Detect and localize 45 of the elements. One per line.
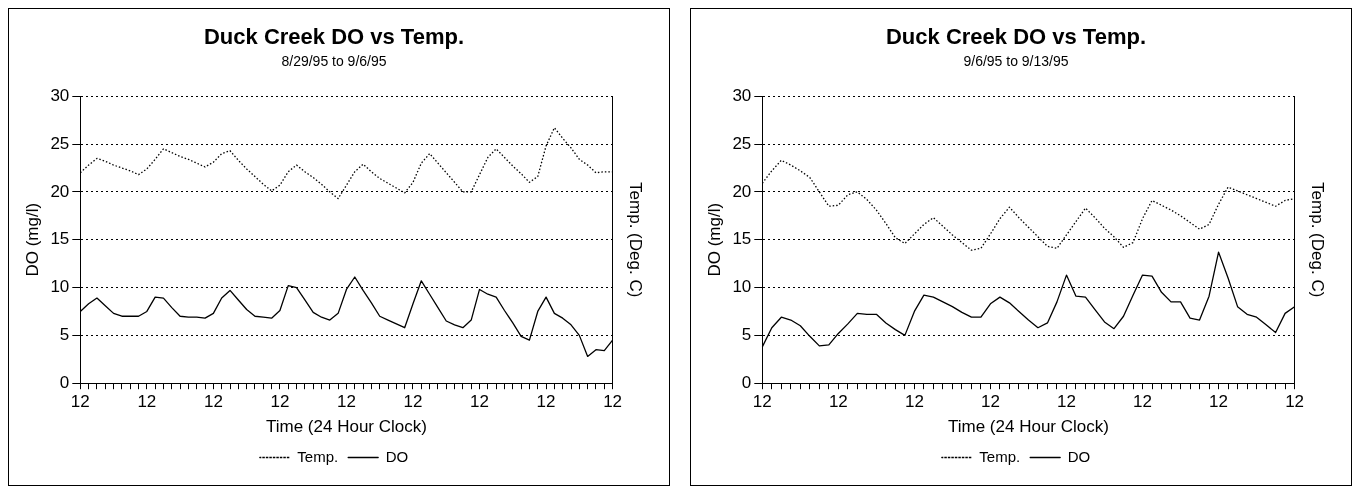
x-tick-label: 12: [270, 392, 290, 412]
x-tick-label: 12: [470, 392, 489, 412]
chart-title: Duck Creek DO vs Temp.: [203, 24, 465, 50]
x-tick-label: 12: [1057, 392, 1076, 412]
x-tick-label: 12: [828, 392, 848, 412]
y-tick-label: 30: [50, 85, 70, 105]
y-tick-label: 30: [732, 85, 752, 105]
y2-axis-title: Temp. (Deg. C): [626, 182, 646, 298]
x-tick-label: 12: [70, 392, 90, 412]
y-tick-label: 0: [59, 372, 70, 392]
x-tick-label: 12: [980, 392, 1000, 412]
x-tick-label: 12: [403, 392, 423, 412]
y-tick-label: 25: [50, 133, 70, 153]
legend-label: DO: [1067, 447, 1091, 465]
y-tick-label: 15: [732, 229, 752, 249]
x-tick-label: 12: [137, 392, 157, 412]
y-axis-title: DO (mg/l): [22, 202, 42, 277]
x-tick-label: 12: [904, 392, 924, 412]
y-tick-label: 10: [50, 277, 70, 297]
x-axis-title: Time (24 Hour Clock): [948, 417, 1109, 437]
y-tick-label: 5: [741, 325, 752, 345]
y-tick-label: 25: [732, 133, 752, 153]
chart-subtitle: 9/6/95 to 9/13/95: [963, 52, 1069, 69]
chart-title: Duck Creek DO vs Temp.: [885, 24, 1147, 50]
chart-subtitle: 8/29/95 to 9/6/95: [281, 52, 387, 69]
x-tick-label: 12: [203, 392, 223, 412]
legend-label: DO: [385, 447, 409, 465]
x-tick-label: 12: [536, 392, 556, 412]
x-tick-label: 12: [1133, 392, 1152, 412]
x-tick-label: 12: [336, 392, 356, 412]
y-tick-label: 20: [732, 181, 752, 201]
x-tick-label: 12: [1209, 392, 1229, 412]
legend-label: Temp.: [297, 447, 339, 465]
x-tick-label: 12: [1285, 392, 1305, 412]
y-tick-label: 0: [741, 372, 752, 392]
y2-axis-title: Temp. (Deg. C): [1308, 182, 1328, 298]
y-tick-label: 20: [50, 181, 70, 201]
y-tick-label: 15: [50, 229, 70, 249]
x-tick-label: 12: [603, 392, 623, 412]
legend-label: Temp.: [979, 447, 1021, 465]
x-axis-title: Time (24 Hour Clock): [266, 417, 427, 437]
y-tick-label: 10: [732, 277, 752, 297]
x-tick-label: 12: [752, 392, 772, 412]
y-tick-label: 5: [59, 325, 70, 345]
y-axis-title: DO (mg/l): [704, 202, 724, 277]
